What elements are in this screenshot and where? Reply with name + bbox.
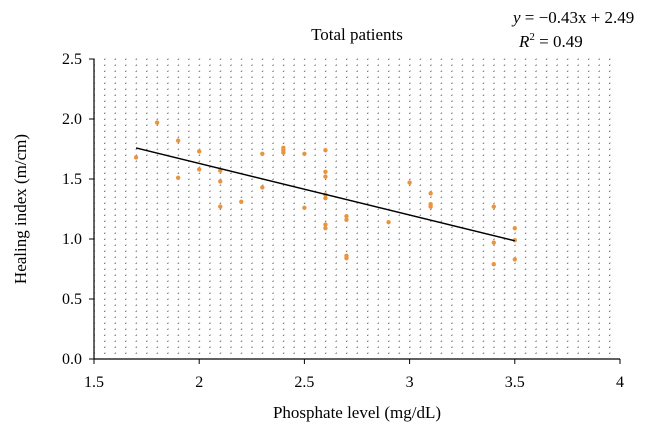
x-tick-label: 3.5 [505, 374, 525, 391]
x-tick-label: 2 [195, 374, 203, 391]
r2-label: R [518, 32, 530, 51]
data-point [323, 222, 328, 227]
data-point [323, 148, 328, 153]
data-point [512, 257, 517, 262]
trendline [135, 147, 515, 242]
data-point [344, 256, 349, 261]
data-point [197, 167, 202, 172]
data-point [323, 196, 328, 201]
dotted-grid [94, 58, 620, 359]
data-point [175, 175, 181, 180]
data-point [323, 169, 328, 174]
y-tick-label: 1.5 [62, 171, 82, 188]
data-point [302, 151, 307, 156]
r-squared: R2 = 0.49 [518, 31, 583, 51]
equation-y-label: y [511, 8, 521, 27]
data-point [386, 220, 391, 225]
data-point [428, 191, 433, 196]
x-tick-label: 2.5 [294, 374, 314, 391]
data-point [323, 174, 328, 179]
data-point [133, 155, 139, 160]
y-tick-labels: 0.0 0.5 1.0 1.5 2.0 2.5 [62, 51, 94, 368]
data-point [344, 217, 349, 222]
data-point [154, 120, 160, 125]
data-point [512, 226, 517, 231]
data-point [197, 149, 202, 154]
chart-title: Total patients [311, 25, 403, 44]
y-tick-label: 2.5 [62, 51, 82, 68]
y-tick-label: 0.0 [62, 351, 82, 368]
y-axis-title: Healing index (m/cm) [11, 134, 30, 284]
data-point [239, 199, 244, 204]
data-point [323, 226, 328, 231]
regression-equation: y = −0.43x + 2.49 [511, 8, 634, 27]
data-point [302, 205, 307, 210]
data-point [407, 180, 412, 185]
x-tick-label: 1.5 [84, 374, 104, 391]
data-point [260, 185, 265, 190]
data-point [491, 240, 496, 245]
x-tick-labels: 1.5 2 2.5 3 3.5 4 [84, 359, 624, 391]
data-point [344, 214, 349, 219]
data-point [218, 179, 223, 184]
r2-superscript: 2 [529, 31, 535, 43]
equation-body: = −0.43x + 2.49 [521, 8, 635, 27]
y-tick-label: 2.0 [62, 111, 82, 128]
data-point [175, 138, 181, 143]
y-tick-label: 0.5 [62, 291, 82, 308]
data-point [260, 151, 265, 156]
x-axis-title: Phosphate level (mg/dL) [273, 403, 441, 422]
data-points [133, 120, 517, 267]
data-point [491, 262, 496, 267]
data-point [218, 204, 223, 209]
r2-value: = 0.49 [535, 32, 583, 51]
axes [93, 59, 620, 360]
data-point [281, 150, 286, 155]
x-tick-label: 4 [616, 374, 624, 391]
data-point [491, 204, 496, 209]
y-tick-label: 1.0 [62, 231, 82, 248]
x-tick-label: 3 [406, 374, 414, 391]
data-point [428, 204, 433, 209]
